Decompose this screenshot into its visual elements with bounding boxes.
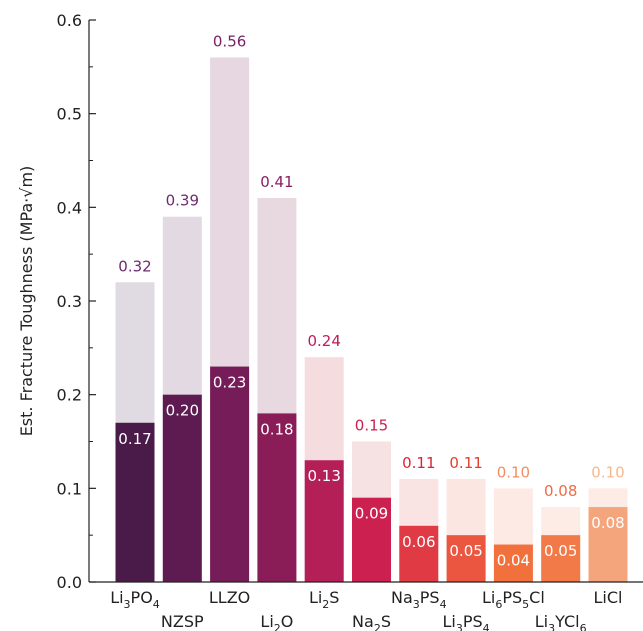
data-label-inner: 0.23 bbox=[213, 374, 246, 392]
x-tick-label: Li3PO4 bbox=[110, 588, 160, 611]
data-label-outer: 0.10 bbox=[591, 463, 624, 481]
bar-inner bbox=[162, 394, 202, 582]
y-tick-label: 0.4 bbox=[57, 198, 82, 217]
bar-inner bbox=[493, 544, 533, 582]
y-tick-label: 0.5 bbox=[57, 105, 82, 124]
bar-inner bbox=[446, 535, 486, 582]
data-label-outer: 0.11 bbox=[449, 454, 482, 472]
x-tick-label: Li2O bbox=[260, 612, 293, 631]
x-tick-label: LLZO bbox=[209, 588, 250, 607]
data-label-inner: 0.05 bbox=[544, 542, 577, 560]
data-label-outer: 0.39 bbox=[166, 192, 199, 210]
data-label-outer: 0.32 bbox=[118, 257, 151, 275]
y-tick-label: 0.1 bbox=[57, 479, 82, 498]
bar-inner bbox=[399, 525, 439, 582]
x-tick-label: NZSP bbox=[161, 612, 204, 631]
bar-inner bbox=[257, 413, 297, 582]
y-tick-label: 0.0 bbox=[57, 573, 82, 592]
x-tick-label: LiCl bbox=[594, 588, 623, 607]
data-label-inner: 0.09 bbox=[355, 505, 388, 523]
data-label-outer: 0.24 bbox=[307, 332, 340, 350]
data-label-outer: 0.41 bbox=[260, 173, 293, 191]
x-tick-label: Li3PS4 bbox=[443, 612, 490, 631]
bar-inner bbox=[115, 422, 155, 582]
value-labels-group: 0.32 0.17 0.39 0.20 0.56 0.23 0.41 0.18 0.24 0.13… bbox=[118, 32, 624, 569]
y-tick-label: 0.3 bbox=[57, 292, 82, 311]
data-label-inner: 0.05 bbox=[449, 542, 482, 560]
y-tick-label: 0.6 bbox=[57, 11, 82, 30]
data-label-inner: 0.18 bbox=[260, 420, 293, 438]
x-tick-label: Li3YCl6 bbox=[535, 612, 587, 631]
bar-inner bbox=[588, 507, 628, 582]
data-label-inner: 0.20 bbox=[166, 402, 199, 420]
x-tick-label: Li6PS5Cl bbox=[482, 588, 545, 611]
data-label-inner: 0.13 bbox=[307, 467, 340, 485]
data-label-outer: 0.08 bbox=[544, 482, 577, 500]
bar-inner bbox=[304, 460, 344, 582]
y-tick-label: 0.2 bbox=[57, 386, 82, 405]
bar-inner bbox=[210, 366, 250, 582]
data-label-outer: 0.11 bbox=[402, 454, 435, 472]
bar-inner bbox=[541, 535, 581, 582]
x-tick-label: Na3PS4 bbox=[391, 588, 447, 611]
y-axis-title: Est. Fracture Toughness (MPa·√m) bbox=[17, 166, 36, 437]
x-tick-label: Na2S bbox=[352, 612, 391, 631]
category-labels-group: Li3PO4NZSPLLZOLi2OLi2SNa2SNa3PS4Li3PS4Li… bbox=[110, 588, 622, 631]
data-label-inner: 0.17 bbox=[118, 430, 151, 448]
data-label-inner: 0.04 bbox=[497, 552, 530, 570]
data-label-outer: 0.10 bbox=[497, 463, 530, 481]
data-label-inner: 0.08 bbox=[591, 514, 624, 532]
bars-group bbox=[115, 57, 628, 582]
x-tick-label: Li2S bbox=[309, 588, 340, 611]
data-label-inner: 0.06 bbox=[402, 533, 435, 551]
data-label-outer: 0.56 bbox=[213, 32, 246, 50]
data-label-outer: 0.15 bbox=[355, 417, 388, 435]
y-ticks-group: 0.0 0.1 0.2 0.3 0.4 0.5 0.6 bbox=[57, 11, 96, 592]
bar-inner bbox=[352, 497, 391, 582]
